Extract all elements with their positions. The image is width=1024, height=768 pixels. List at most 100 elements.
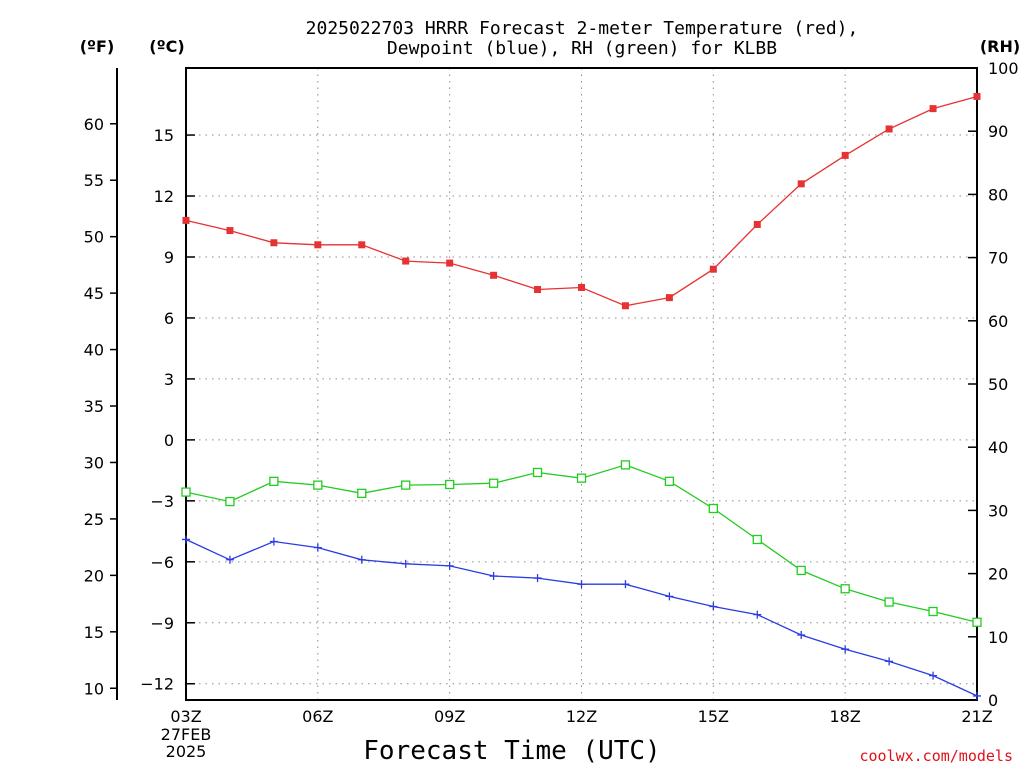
- temperature-point: [358, 241, 366, 249]
- rh-tick-label: 100: [988, 59, 1019, 78]
- x-tick-label: 15Z: [698, 707, 729, 726]
- dewpoint-point: [357, 555, 366, 564]
- rh-point: [620, 460, 631, 470]
- temperature-point: [885, 125, 893, 133]
- rh-tick-label: 10: [988, 628, 1008, 647]
- dewpoint-point: [753, 610, 762, 619]
- dewpoint-point: [225, 555, 234, 564]
- dewpoint-point: [621, 580, 630, 589]
- temperature-point: [490, 271, 498, 279]
- rh-tick-label: 0: [988, 691, 998, 710]
- temperature-point: [314, 241, 322, 249]
- rh-tick-label: 40: [988, 438, 1008, 457]
- rh-point: [796, 565, 806, 576]
- dewpoint-point: [577, 580, 586, 589]
- rh-point: [840, 584, 850, 594]
- celsius-tick-label: 15: [154, 126, 174, 145]
- rh-point: [357, 488, 367, 498]
- fahrenheit-tick-label: 50: [84, 228, 104, 247]
- temperature-point: [621, 302, 629, 310]
- celsius-tick-label: −9: [150, 614, 174, 633]
- rh-point: [884, 597, 894, 607]
- rh-point: [313, 480, 323, 490]
- fahrenheit-tick-label: 20: [84, 566, 104, 585]
- rh-point: [972, 617, 982, 627]
- rh-point: [576, 473, 587, 483]
- rh-point: [752, 534, 762, 545]
- gridlines: [186, 68, 977, 700]
- plot-frame: [185, 67, 978, 701]
- rh-tick-label: 30: [988, 501, 1008, 520]
- x-tick-label: 06Z: [302, 707, 333, 726]
- axis-ticks: 03Z 06Z 09Z 12Z 15Z 18Z 21Z −12 −9 −6 −3 0 3 6 9 12 15 10…: [84, 59, 1019, 726]
- fahrenheit-tick-label: 45: [84, 284, 104, 303]
- x-tick-label: 18Z: [830, 707, 861, 726]
- celsius-tick-label: 12: [154, 187, 174, 206]
- rh-point: [269, 476, 279, 486]
- dewpoint-point: [797, 630, 806, 639]
- celsius-tick-label: 9: [164, 248, 174, 267]
- dewpoint-point: [401, 559, 410, 568]
- celsius-tick-label: −6: [150, 553, 174, 572]
- date-label-year: 2025: [166, 742, 207, 761]
- rh-point: [181, 487, 191, 497]
- fahrenheit-tick-label: 10: [84, 679, 104, 698]
- rh-tick-label: 50: [988, 375, 1008, 394]
- rh-tick-label: 80: [988, 185, 1008, 204]
- temperature-point: [797, 180, 805, 188]
- temperature-point: [665, 294, 673, 302]
- temperature-point: [270, 239, 278, 247]
- rh-tick-label: 90: [988, 122, 1008, 141]
- dewpoint-point: [973, 691, 981, 700]
- fahrenheit-tick-label: 35: [84, 397, 104, 416]
- rh-point: [445, 479, 455, 490]
- temperature-point: [226, 227, 234, 235]
- fahrenheit-tick-label: 30: [84, 453, 104, 472]
- celsius-tick-label: 3: [164, 370, 174, 389]
- rh-point: [401, 480, 411, 490]
- dewpoint-point: [885, 657, 894, 666]
- x-axis-label: Forecast Time (UTC): [363, 736, 660, 766]
- celsius-tick-label: 0: [164, 431, 174, 450]
- fahrenheit-tick-label: 55: [84, 171, 104, 190]
- dewpoint-point: [709, 602, 718, 611]
- rh-point: [488, 478, 499, 488]
- dewpoint-point: [269, 537, 278, 546]
- series: [181, 92, 982, 700]
- dewpoint-point: [445, 561, 454, 570]
- temperature-point: [929, 105, 937, 113]
- fahrenheit-unit-label: (ºF): [80, 37, 115, 56]
- rh-tick-label: 60: [988, 312, 1008, 331]
- rh-tick-label: 70: [988, 249, 1008, 268]
- dewpoint-point: [533, 574, 542, 583]
- dewpoint-point: [929, 671, 938, 680]
- celsius-tick-label: −12: [140, 675, 174, 694]
- rh-point: [225, 496, 235, 507]
- rh-point: [532, 467, 543, 478]
- temperature-point: [578, 283, 585, 291]
- credit-link[interactable]: coolwx.com/models: [859, 747, 1013, 765]
- x-tick-label: 03Z: [170, 707, 201, 726]
- fahrenheit-tick-label: 15: [84, 623, 104, 642]
- chart-title-line2: Dewpoint (blue), RH (green) for KLBB: [387, 38, 777, 59]
- x-tick-label: 09Z: [434, 707, 465, 726]
- chart-title-line1: 2025022703 HRRR Forecast 2-meter Tempera…: [306, 18, 859, 39]
- fahrenheit-tick-label: 25: [84, 510, 104, 529]
- date-label-day: 27FEB: [161, 725, 212, 744]
- x-tick-label: 12Z: [566, 707, 597, 726]
- celsius-tick-label: 6: [164, 309, 174, 328]
- temperature-point: [753, 220, 761, 228]
- x-tick-label: 21Z: [961, 707, 992, 726]
- temperature-point: [182, 216, 190, 224]
- rh-point: [664, 476, 675, 486]
- rh-point: [928, 606, 938, 617]
- dewpoint-point: [841, 645, 850, 654]
- temperature-point: [973, 92, 981, 100]
- dewpoint-point: [182, 535, 190, 544]
- dewpoint-point: [313, 543, 322, 552]
- fahrenheit-tick-label: 40: [84, 341, 104, 360]
- fahrenheit-tick-label: 60: [84, 115, 104, 134]
- temperature-point: [402, 257, 410, 265]
- rh-tick-label: 20: [988, 565, 1008, 584]
